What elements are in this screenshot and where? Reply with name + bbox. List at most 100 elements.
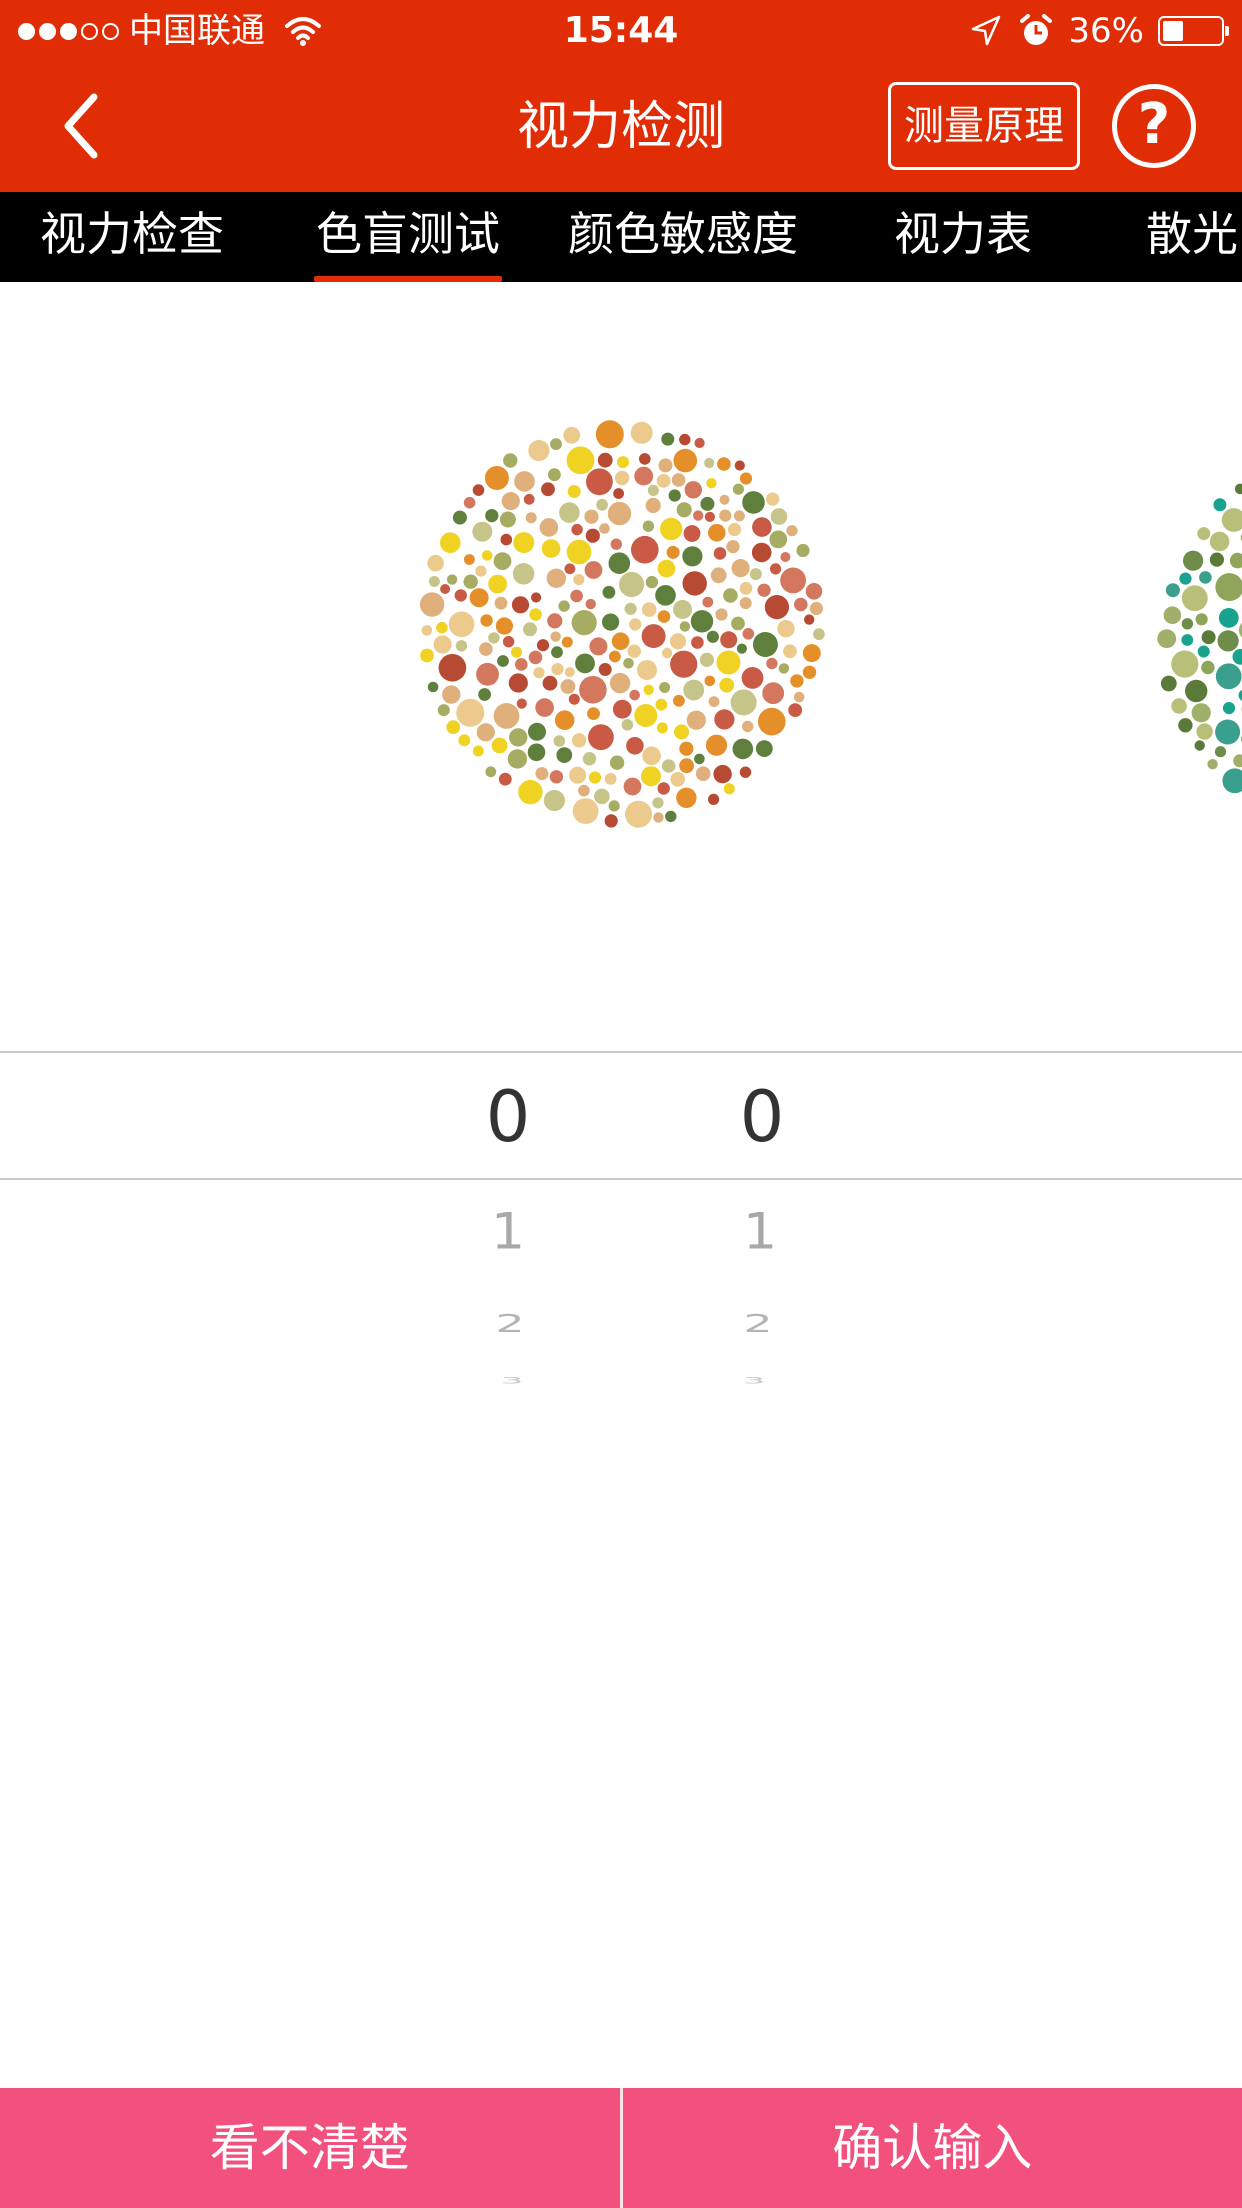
plate-dot: [695, 438, 705, 448]
plate-dot: [508, 749, 527, 768]
plate-dot: [693, 510, 703, 520]
plate-dot: [573, 798, 599, 824]
plate-dot: [706, 478, 716, 488]
tab-vision-chart[interactable]: 视力表: [894, 192, 1032, 282]
picker-col2-option[interactable]: 2: [708, 1308, 808, 1338]
picker-col1-selected[interactable]: 0: [458, 1076, 558, 1158]
plate-dot: [599, 523, 610, 534]
plate-dot: [683, 680, 704, 701]
confirm-input-button[interactable]: 确认输入: [623, 2088, 1242, 2208]
plate-dot: [685, 481, 702, 498]
plate-dot: [588, 724, 614, 750]
plate-dot: [662, 759, 676, 773]
plate-dot: [517, 699, 527, 709]
plate-dot: [777, 620, 794, 637]
plate-dot: [637, 660, 657, 680]
back-button[interactable]: [40, 86, 120, 166]
plate-dot: [708, 524, 726, 542]
plate-dot: [655, 699, 667, 711]
plate-dot: [733, 484, 744, 495]
picker-col1-option[interactable]: 1: [458, 1203, 558, 1261]
tab-vision-check[interactable]: 视力检查: [40, 192, 224, 282]
plate-dot: [540, 518, 559, 537]
plate-dot: [658, 782, 670, 794]
plate-dot: [563, 427, 580, 444]
plate-dot: [613, 488, 624, 499]
plate-dot: [779, 663, 789, 673]
picker-col1-option[interactable]: 2: [460, 1308, 560, 1338]
plate-dot: [501, 534, 513, 546]
plate-dot: [480, 614, 492, 626]
plate-dot: [780, 552, 790, 562]
plate-dot: [719, 510, 731, 522]
plate-dot: [551, 631, 561, 641]
plate-dot: [428, 682, 439, 693]
plate-dot: [765, 595, 789, 619]
plate-dot: [619, 572, 644, 597]
plate-dot: [542, 539, 561, 558]
plate-dot: [551, 646, 563, 658]
plate-dot: [482, 550, 493, 561]
plate-dot: [667, 546, 680, 559]
plate-dot: [762, 682, 784, 704]
plate-dot: [1171, 698, 1187, 714]
plate-dot: [661, 433, 674, 446]
plate-dot: [700, 653, 714, 667]
plate-dot: [794, 692, 805, 703]
measurement-principle-button[interactable]: 测量原理: [888, 82, 1080, 170]
nav-bar: 视力检测 测量原理 ?: [0, 62, 1242, 192]
plate-dot: [509, 673, 528, 692]
back-chevron-icon: [58, 91, 102, 161]
plate-dot: [631, 536, 659, 564]
plate-dot: [665, 811, 676, 822]
plate-dot: [615, 471, 629, 485]
plate-dot: [780, 568, 806, 594]
plate-dot: [492, 738, 508, 754]
help-icon[interactable]: ?: [1112, 84, 1196, 168]
plate-dot: [550, 770, 563, 783]
plate-dot: [672, 473, 686, 487]
plate-dot: [752, 517, 772, 537]
plate-dot: [609, 800, 620, 811]
plate-dot: [1215, 573, 1242, 601]
plate-dot: [740, 767, 751, 778]
plate-carousel[interactable]: [0, 282, 1242, 1052]
plate-dot: [740, 472, 752, 484]
plate-dot: [1185, 680, 1207, 702]
plate-dot: [743, 628, 755, 640]
picker-col2-option[interactable]: 3: [704, 1375, 804, 1385]
battery-icon: [1158, 16, 1224, 46]
plate-dot: [705, 512, 715, 522]
plate-dot: [1239, 689, 1242, 701]
plate-dot: [673, 695, 685, 707]
plate-dot: [429, 576, 440, 587]
plate-dot: [702, 597, 713, 608]
plate-dot: [547, 569, 566, 588]
plate-dot: [602, 614, 619, 631]
plate-dot: [794, 598, 808, 612]
picker-col2-selected[interactable]: 0: [712, 1076, 812, 1158]
plate-dot: [610, 673, 630, 693]
plate-dot: [453, 511, 467, 525]
plate-dot: [608, 502, 631, 525]
plate-dot: [605, 773, 617, 785]
plate-dot: [609, 651, 621, 663]
plate-dot: [1202, 630, 1216, 644]
plate-dot: [509, 728, 527, 746]
plate-dot: [790, 674, 803, 687]
plate-dot: [586, 468, 613, 495]
plate-dot: [682, 546, 702, 566]
plate-dot: [707, 631, 719, 643]
plate-dot: [570, 590, 583, 603]
tab-astigmatism[interactable]: 散光: [1146, 192, 1238, 282]
plate-dot: [479, 642, 493, 656]
tab-color-blind-test[interactable]: 色盲测试: [316, 192, 500, 282]
tab-color-sensitivity[interactable]: 颜色敏感度: [568, 192, 798, 282]
cannot-see-button[interactable]: 看不清楚: [0, 2088, 620, 2208]
plate-dot: [658, 610, 671, 623]
plate-dot: [679, 758, 694, 773]
plate-dot: [717, 651, 741, 675]
picker-col1-option[interactable]: 3: [462, 1375, 562, 1385]
picker-col2-option[interactable]: 1: [710, 1203, 810, 1261]
plate-dot: [476, 663, 499, 686]
